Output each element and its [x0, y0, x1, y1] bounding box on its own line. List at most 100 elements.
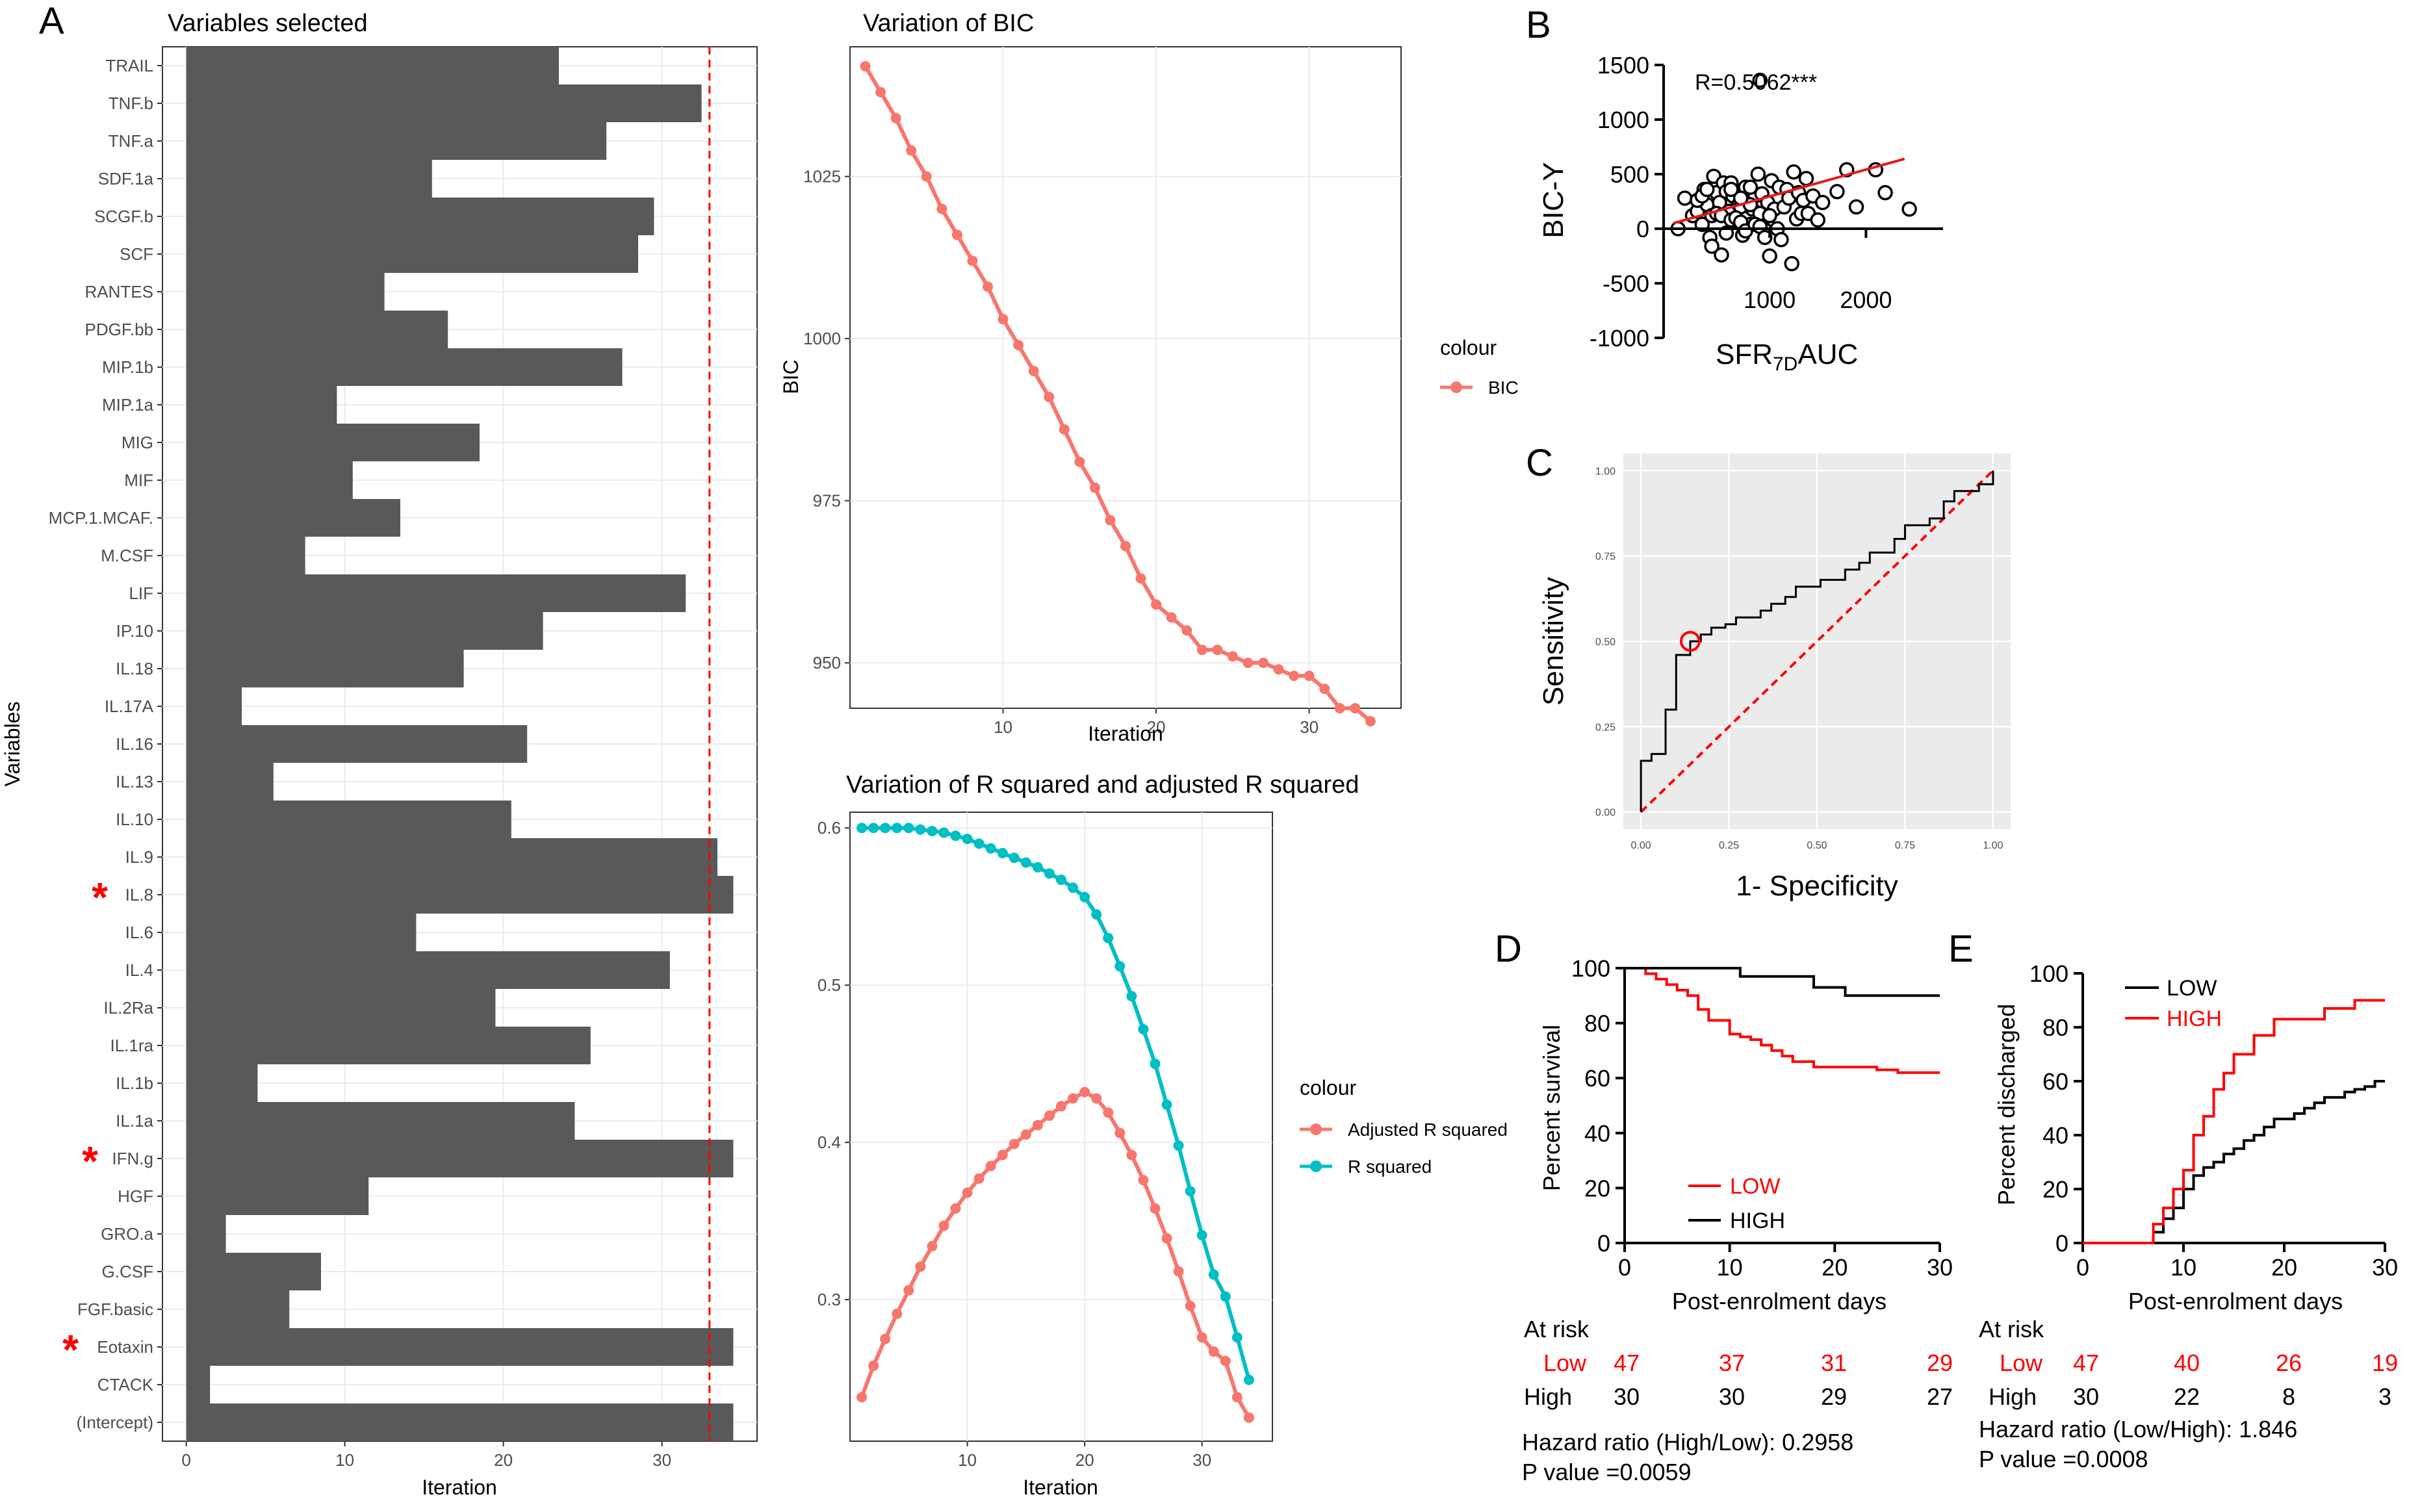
variable-bar — [186, 198, 654, 235]
rsq-data-point — [1196, 1332, 1207, 1343]
variable-bar — [186, 687, 242, 725]
scatter-point — [1901, 201, 1917, 217]
bic-data-point — [1074, 456, 1085, 467]
bic-data-point — [921, 171, 932, 182]
discharge-x-tick-label: 30 — [2372, 1254, 2398, 1281]
survival-at-risk-value: 47 — [1614, 1350, 1640, 1376]
rsq-data-point — [938, 1220, 949, 1231]
variable-category-label: HGF — [118, 1186, 153, 1206]
variable-category-label: IP.10 — [116, 621, 153, 641]
variables-category-labels: TRAIL TNF.b TNF.a SDF.1a SCGF.b SCF RANTES PDGF… — [49, 56, 162, 1432]
survival-at-risk-value: 31 — [1821, 1350, 1847, 1376]
discharge-p-value: P value =0.0008 — [1979, 1446, 2148, 1472]
bic-data-point — [1304, 671, 1315, 682]
scatter-y-tick-label: 0 — [1636, 216, 1649, 242]
survival-step-curve — [1625, 967, 1940, 1074]
variables-y-axis-label: Variables — [1, 701, 24, 786]
rsq-data-point — [1114, 1127, 1126, 1138]
scatter-point — [1757, 229, 1773, 246]
chart-scatter-b: -1000 -500 0 500 1000 1500 1000 2000 R=0.5062**… — [1538, 52, 1943, 375]
rsq-data-point — [985, 1160, 996, 1172]
discharge-series — [2083, 999, 2385, 1244]
roc-diagonal — [1640, 469, 1994, 814]
bic-data-point — [1350, 703, 1361, 713]
bic-data-point — [1243, 658, 1254, 669]
rsq-legend-point-adjusted — [1310, 1123, 1322, 1135]
variable-star-marker: * — [62, 1326, 79, 1373]
rsq-legend-point-rsq — [1310, 1160, 1322, 1172]
scatter-correlation-annotation: R=0.5062*** — [1695, 70, 1817, 95]
rsq-data-point — [973, 838, 985, 849]
variable-category-label: (Intercept) — [77, 1413, 154, 1432]
rsq-title: Variation of R squared and adjusted R sq… — [846, 771, 1359, 799]
bic-y-tick-label: 975 — [813, 491, 841, 511]
survival-y-axis-label: Percent survival — [1538, 1025, 1565, 1191]
scatter-fit-line — [1673, 157, 1905, 225]
rsq-data-point — [868, 1360, 879, 1371]
bic-plot-area — [849, 46, 1402, 709]
rsq-x-tick-label: 10 — [958, 1450, 977, 1470]
scatter-point — [1848, 199, 1864, 215]
rsq-x-tick-label: 30 — [1192, 1450, 1211, 1470]
variable-bar — [186, 1253, 321, 1290]
rsq-data-point — [892, 1308, 903, 1319]
rsq-data-point — [950, 1203, 961, 1214]
scatter-y-tick-label: 1000 — [1597, 107, 1649, 133]
scatter-point — [1773, 232, 1789, 248]
variable-bar — [186, 914, 417, 951]
rsq-data-point — [1231, 1332, 1243, 1343]
rsq-series — [857, 823, 1254, 1423]
rsq-data-point — [927, 1240, 938, 1251]
variable-bar — [186, 1403, 734, 1441]
variable-bar — [186, 47, 560, 84]
survival-y-tick-label: 60 — [1584, 1065, 1610, 1092]
variable-category-label: SDF.1a — [98, 169, 154, 188]
discharge-y-tick-label: 80 — [2042, 1014, 2068, 1041]
survival-y-tick-label: 0 — [1597, 1230, 1610, 1257]
bic-series-line — [863, 65, 1372, 723]
survival-legend-label-high: HIGH — [1730, 1209, 1785, 1233]
variable-category-label: IL.16 — [116, 734, 153, 754]
variable-bar — [186, 725, 528, 763]
survival-at-risk-values: 47 37 31 29 30 30 29 27 — [1614, 1350, 1953, 1410]
variable-bar — [186, 122, 607, 160]
bic-legend-label: BIC — [1488, 378, 1519, 398]
scatter-points — [1670, 72, 1917, 272]
survival-at-risk-title: At risk — [1524, 1316, 1590, 1342]
discharge-legend-label-high: HIGH — [2167, 1006, 2222, 1031]
rsq-data-point — [1032, 862, 1043, 873]
survival-at-risk-value: 27 — [1927, 1383, 1953, 1410]
rsq-data-point — [1068, 882, 1079, 893]
bic-data-point — [1334, 703, 1345, 713]
variable-category-label: MIF — [124, 470, 153, 490]
bic-x-tick-label: 10 — [994, 717, 1012, 737]
bic-data-point — [1227, 651, 1238, 662]
bic-legend-title: colour — [1440, 336, 1497, 359]
discharge-at-risk-high-label: High — [1989, 1383, 2037, 1410]
scatter-point — [1762, 248, 1777, 264]
variable-category-label: MIP.1b — [102, 357, 153, 377]
panel-letter-b: B — [1526, 4, 1551, 46]
rsq-data-point — [1079, 891, 1090, 903]
panel-letter-d: D — [1495, 928, 1522, 970]
bic-data-point — [1135, 573, 1146, 584]
rsq-ticks: 10 20 30 0.3 0.4 0.5 0.6 — [818, 818, 1211, 1470]
discharge-hazard-ratio: Hazard ratio (Low/High): 1.846 — [1979, 1416, 2297, 1442]
survival-at-risk-value: 29 — [1821, 1383, 1847, 1410]
discharge-at-risk-value: 26 — [2276, 1350, 2302, 1376]
rsq-data-point — [1056, 875, 1066, 886]
discharge-y-tick-label: 20 — [2042, 1176, 2068, 1203]
survival-p-value: P value =0.0059 — [1522, 1459, 1692, 1485]
discharge-x-tick-label: 20 — [2271, 1254, 2297, 1281]
bic-title: Variation of BIC — [863, 10, 1034, 37]
variable-category-label: MIP.1a — [102, 395, 154, 415]
rsq-data-point — [880, 823, 891, 834]
variable-category-label: IL.8 — [125, 885, 153, 904]
survival-at-risk-value: 30 — [1614, 1383, 1640, 1410]
scatter-point — [1752, 72, 1768, 88]
bic-data-point — [906, 145, 917, 156]
rsq-data-point — [1231, 1392, 1243, 1403]
bic-data-point — [860, 60, 871, 71]
discharge-legend-label-low: LOW — [2167, 976, 2217, 1001]
